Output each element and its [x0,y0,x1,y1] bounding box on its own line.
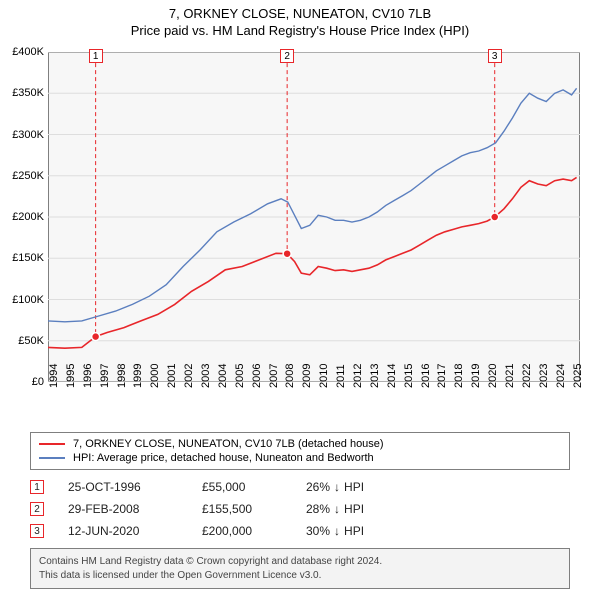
event-delta: 28% ↓ HPI [306,502,406,516]
footer-box: Contains HM Land Registry data © Crown c… [30,548,570,589]
y-tick-label: £400K [0,46,44,58]
chart-area: £0£50K£100K£150K£200K£250K£300K£350K£400… [48,52,580,382]
event-table-row: 3 12-JUN-2020 £200,000 30% ↓ HPI [30,520,570,542]
y-tick-label: £150K [0,252,44,264]
legend-swatch [39,457,65,459]
legend-label: HPI: Average price, detached house, Nune… [73,452,374,464]
y-tick-label: £100K [0,294,44,306]
legend-box: 7, ORKNEY CLOSE, NUNEATON, CV10 7LB (det… [30,432,570,470]
event-number-box: 2 [30,502,44,516]
event-table-row: 1 25-OCT-1996 £55,000 26% ↓ HPI [30,476,570,498]
y-tick-label: £200K [0,211,44,223]
y-tick-label: £350K [0,87,44,99]
legend-row: HPI: Average price, detached house, Nune… [39,451,561,465]
y-tick-label: £250K [0,170,44,182]
y-tick-label: £50K [0,335,44,347]
event-number-box: 1 [30,480,44,494]
footer-line-1: Contains HM Land Registry data © Crown c… [39,555,561,569]
event-date: 25-OCT-1996 [68,480,178,494]
y-tick-label: £0 [0,376,44,388]
event-delta: 26% ↓ HPI [306,480,406,494]
down-arrow-icon: ↓ [334,502,340,516]
event-date: 29-FEB-2008 [68,502,178,516]
y-tick-label: £300K [0,129,44,141]
plot-svg [48,52,580,382]
event-delta: 30% ↓ HPI [306,524,406,538]
title-line-2: Price paid vs. HM Land Registry's House … [0,23,600,38]
event-number-box: 3 [30,524,44,538]
down-arrow-icon: ↓ [334,524,340,538]
event-date: 12-JUN-2020 [68,524,178,538]
event-marker-box: 1 [89,49,103,63]
legend-swatch [39,443,65,445]
events-table: 1 25-OCT-1996 £55,000 26% ↓ HPI 2 29-FEB-2008… [30,476,570,542]
legend-row: 7, ORKNEY CLOSE, NUNEATON, CV10 7LB (det… [39,437,561,451]
event-table-row: 2 29-FEB-2008 £155,500 28% ↓ HPI [30,498,570,520]
event-price: £55,000 [202,480,282,494]
event-marker-box: 2 [280,49,294,63]
event-marker-box: 3 [488,49,502,63]
down-arrow-icon: ↓ [334,480,340,494]
title-line-1: 7, ORKNEY CLOSE, NUNEATON, CV10 7LB [0,6,600,21]
event-price: £200,000 [202,524,282,538]
event-price: £155,500 [202,502,282,516]
footer-line-2: This data is licensed under the Open Gov… [39,569,561,583]
legend-label: 7, ORKNEY CLOSE, NUNEATON, CV10 7LB (det… [73,438,384,450]
